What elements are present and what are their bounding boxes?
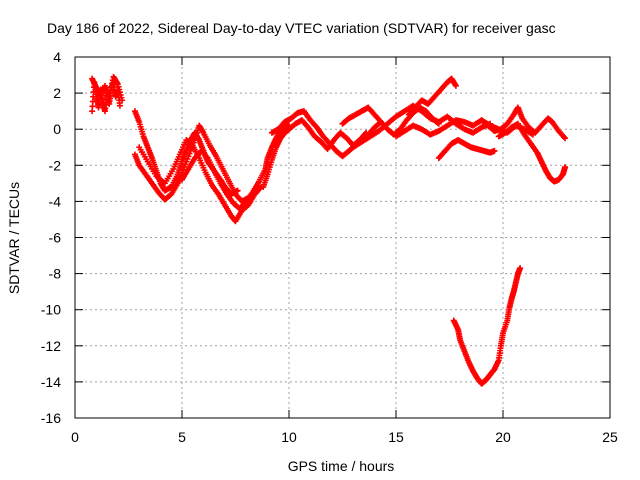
y-tick-label: -2 bbox=[49, 157, 62, 173]
data-series-arc-4 bbox=[131, 122, 252, 205]
data-series-arc-14 bbox=[478, 104, 569, 142]
y-tick-label: -16 bbox=[41, 410, 61, 426]
data-layer bbox=[89, 73, 569, 387]
data-series-arc-15 bbox=[495, 120, 569, 185]
x-tick-label: 20 bbox=[495, 429, 511, 445]
chart-title: Day 186 of 2022, Sidereal Day-to-day VTE… bbox=[47, 20, 556, 36]
x-tick-label: 5 bbox=[178, 429, 186, 445]
y-tick-label: 0 bbox=[53, 121, 61, 137]
y-tick-label: -10 bbox=[41, 302, 61, 318]
data-series-arc-11 bbox=[405, 75, 459, 118]
data-point bbox=[116, 102, 123, 109]
y-tick-label: 4 bbox=[53, 49, 61, 65]
x-tick-label: 15 bbox=[388, 429, 404, 445]
data-point bbox=[562, 135, 569, 142]
data-series-arc-7 bbox=[260, 117, 370, 190]
y-tick-label: -6 bbox=[49, 230, 62, 246]
data-point bbox=[119, 97, 126, 104]
plot-frame bbox=[74, 56, 611, 419]
x-tick-label: 0 bbox=[71, 429, 79, 445]
data-point bbox=[491, 147, 498, 154]
y-axis-label: SDTVAR / TECUs bbox=[6, 182, 22, 294]
data-series-arc-16 bbox=[450, 265, 524, 387]
data-point bbox=[562, 164, 569, 171]
y-tick-label: -4 bbox=[49, 193, 62, 209]
x-tick-label: 10 bbox=[281, 429, 297, 445]
data-point bbox=[188, 141, 195, 148]
grid-layer bbox=[75, 57, 610, 418]
y-tick-label: -14 bbox=[41, 374, 61, 390]
data-series-arc-2 bbox=[89, 73, 126, 104]
data-point bbox=[517, 265, 524, 272]
data-series-arc-6 bbox=[179, 122, 292, 212]
y-tick-label: -12 bbox=[41, 338, 61, 354]
data-series-arc-3 bbox=[131, 108, 241, 198]
data-point bbox=[452, 82, 459, 89]
data-series-arc-13 bbox=[435, 137, 498, 162]
y-tick-label: -8 bbox=[49, 266, 62, 282]
y-tick-label: 2 bbox=[53, 85, 61, 101]
x-tick-label: 25 bbox=[602, 429, 618, 445]
x-axis-label: GPS time / hours bbox=[288, 458, 395, 474]
